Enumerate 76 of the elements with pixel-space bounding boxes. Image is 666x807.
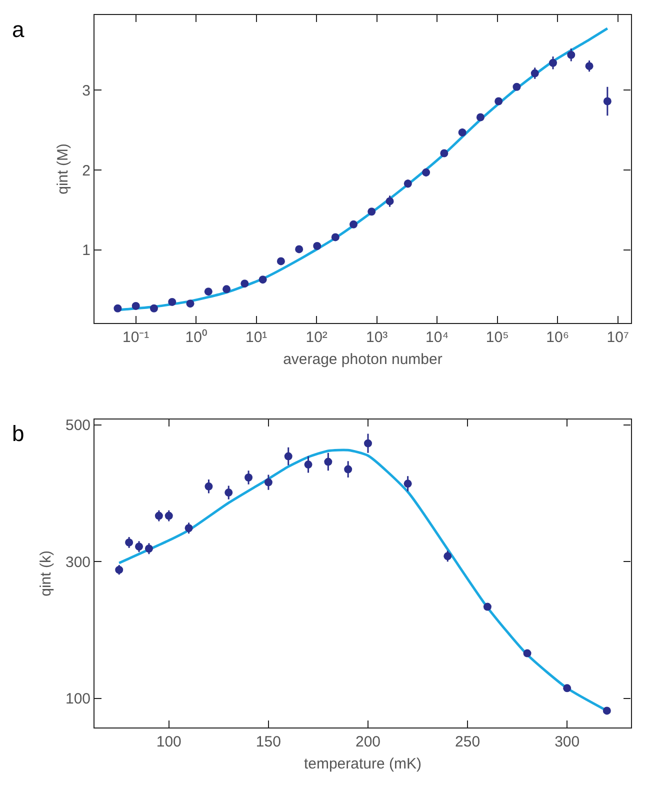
point bbox=[115, 566, 124, 574]
x-tick-label: 10⁶ bbox=[546, 329, 570, 346]
x-tick-label: 10³ bbox=[366, 329, 388, 346]
point bbox=[444, 552, 452, 560]
point bbox=[164, 512, 173, 520]
chart-title: a bbox=[12, 17, 25, 42]
y-tick-label: 2 bbox=[82, 162, 91, 180]
point bbox=[284, 452, 292, 460]
point bbox=[168, 298, 176, 306]
point bbox=[386, 197, 394, 206]
point bbox=[476, 113, 484, 122]
point bbox=[585, 62, 594, 70]
point bbox=[204, 288, 212, 296]
point bbox=[458, 128, 466, 136]
y-tick-label: 3 bbox=[82, 82, 91, 100]
x-tick-label: 300 bbox=[554, 734, 580, 751]
point bbox=[530, 69, 539, 78]
point bbox=[276, 257, 285, 266]
point bbox=[523, 649, 532, 658]
point bbox=[483, 602, 492, 611]
point bbox=[404, 480, 412, 488]
point bbox=[186, 300, 194, 308]
point bbox=[204, 482, 213, 490]
y-tick-label: 1 bbox=[82, 242, 91, 260]
point bbox=[125, 538, 134, 546]
point bbox=[549, 58, 558, 67]
point bbox=[567, 50, 576, 59]
point bbox=[324, 458, 332, 466]
x-tick-label: 10² bbox=[306, 329, 328, 346]
y-tick-label: 300 bbox=[65, 554, 91, 571]
point bbox=[114, 304, 122, 312]
point bbox=[295, 245, 304, 254]
point bbox=[264, 478, 272, 486]
x-tick-label: 200 bbox=[355, 734, 381, 751]
y-tick-label: 500 bbox=[65, 417, 91, 434]
point bbox=[603, 97, 612, 106]
y-tick-label: 100 bbox=[65, 690, 91, 708]
y-axis-title: qint (k) bbox=[38, 550, 55, 596]
point bbox=[602, 706, 611, 715]
point bbox=[364, 439, 372, 448]
point bbox=[222, 285, 231, 294]
point bbox=[344, 465, 352, 474]
chart-title: b bbox=[12, 421, 24, 446]
point bbox=[244, 474, 253, 482]
point bbox=[240, 280, 249, 288]
point bbox=[154, 512, 163, 520]
point bbox=[368, 208, 376, 216]
point bbox=[512, 82, 521, 91]
x-tick-label: 10⁵ bbox=[486, 329, 509, 346]
point bbox=[144, 544, 153, 553]
point bbox=[563, 684, 572, 692]
point bbox=[331, 233, 340, 242]
x-tick-label: 10¹ bbox=[246, 329, 268, 346]
x-tick-label: 10⁷ bbox=[606, 329, 629, 346]
point bbox=[440, 149, 448, 158]
x-axis-title: temperature (mK) bbox=[304, 756, 422, 773]
x-tick-label: 150 bbox=[256, 734, 281, 751]
point bbox=[404, 180, 412, 188]
point bbox=[132, 302, 140, 310]
y-axis-title: qint (M) bbox=[54, 144, 72, 194]
point bbox=[304, 460, 312, 469]
point bbox=[150, 304, 158, 312]
x-tick-label: 10⁰ bbox=[185, 329, 207, 346]
point bbox=[184, 524, 193, 532]
x-axis-title: average photon number bbox=[283, 351, 442, 368]
point bbox=[224, 488, 233, 497]
x-tick-label: 10⁻¹ bbox=[122, 329, 150, 346]
point bbox=[258, 276, 267, 284]
point bbox=[494, 97, 503, 106]
point bbox=[313, 242, 322, 250]
x-tick-label: 10⁴ bbox=[426, 329, 449, 346]
x-tick-label: 100 bbox=[156, 734, 182, 751]
point bbox=[135, 542, 144, 551]
point bbox=[422, 168, 430, 176]
x-tick-label: 250 bbox=[455, 734, 480, 751]
point bbox=[350, 220, 358, 228]
